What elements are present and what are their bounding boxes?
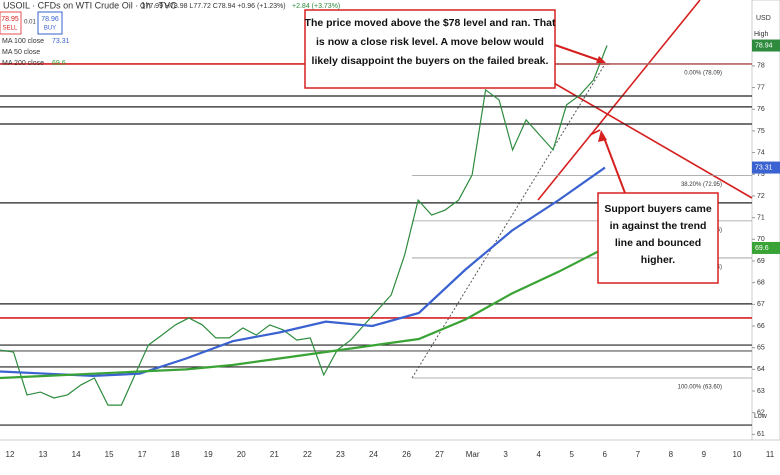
fib-label: 38.20% (72.95): [681, 182, 722, 188]
x-tick-label: 23: [336, 450, 345, 459]
legend-name: MA 200 close: [2, 60, 44, 67]
low-label: Low: [754, 413, 768, 420]
callout-box: [304, 9, 556, 89]
y-tick-label: 72: [757, 193, 765, 200]
y-tick-label: 64: [757, 366, 765, 373]
price-tag: [752, 39, 780, 52]
x-tick-label: 12: [6, 450, 15, 459]
annotation-line: higher.: [641, 254, 676, 266]
x-tick-label: 11: [766, 450, 775, 459]
y-tick-label: 75: [757, 128, 765, 135]
price-axis-panel: [751, 0, 780, 441]
fib-label: 0.00% (78.09): [684, 71, 722, 77]
sell-button[interactable]: [0, 11, 22, 35]
x-tick-label: 10: [733, 450, 742, 459]
sell-price: 78.95: [1, 16, 19, 23]
x-tick-label: 19: [204, 450, 213, 459]
y-tick-label: 69: [757, 258, 765, 265]
x-tick-label: 6: [603, 450, 608, 459]
buy-price: 78.96: [41, 16, 59, 23]
y-tick-label: 74: [757, 149, 765, 156]
y-tick-label: 61: [757, 431, 765, 438]
x-tick-label: 22: [303, 450, 312, 459]
ohlc: O77.99 H78.98 L77.72 C78.94 +0.96 (+1.23…: [140, 3, 286, 10]
axis-tag: [752, 161, 780, 174]
x-tick-label: 27: [435, 450, 444, 459]
high-label: High: [754, 31, 769, 38]
x-tick-label: 17: [138, 450, 147, 459]
legend-value: 69.6: [52, 60, 66, 67]
legend-name: MA 100 close: [2, 38, 44, 45]
series-line: [0, 166, 606, 377]
y-tick-label: 63: [757, 388, 765, 395]
axis-tag-label: 69.6: [755, 245, 769, 252]
callout-1: [304, 9, 606, 89]
callout-2: [597, 130, 719, 284]
arrow-head: [596, 56, 606, 63]
x-tick-label: 13: [39, 450, 48, 459]
x-tick-label: 20: [237, 450, 246, 459]
y-tick-label: 65: [757, 345, 765, 352]
symbol: USOIL · CFDs on WTI Crude Oil · 1h · TVC: [3, 0, 177, 10]
fib-label: 100.00% (63.60): [678, 385, 722, 391]
y-tick-label: 67: [757, 301, 765, 308]
buy-button[interactable]: [37, 11, 63, 35]
buy-label: BUY: [44, 26, 56, 32]
x-tick-label: 4: [536, 450, 541, 459]
legend-name: MA 50 close: [2, 49, 40, 56]
y-tick-label: 66: [757, 323, 765, 330]
currency: USD: [756, 15, 771, 22]
x-tick-label: 3: [503, 450, 508, 459]
y-tick-label: 68: [757, 279, 765, 286]
x-tick-label: 15: [105, 450, 114, 459]
annotation-line: in against the trend: [610, 220, 707, 232]
annotation-line: line and bounced: [615, 237, 701, 249]
y-tick-label: 73: [757, 171, 765, 178]
x-tick-label: Mar: [466, 450, 480, 459]
annotation-line: likely disappoint the buyers on the fail…: [312, 55, 549, 67]
trend-line: [589, 129, 601, 136]
x-tick-label: 7: [636, 450, 641, 459]
series-line: [0, 246, 606, 380]
annotation-line: The price moved above the $78 level and …: [305, 17, 556, 29]
x-tick-label: 21: [270, 450, 279, 459]
annotation-line: is now a close risk level. A move below …: [316, 36, 544, 48]
series-line: [0, 45, 608, 406]
x-tick-label: 26: [402, 450, 411, 459]
spread: 0.01: [24, 20, 36, 26]
y-tick-label: 77: [757, 84, 765, 91]
trend-line: [527, 67, 753, 199]
x-tick-label: 8: [669, 450, 674, 459]
legend-value: 73.31: [52, 38, 70, 45]
y-tick-label: 78: [757, 63, 765, 70]
callout-arrow: [554, 44, 605, 63]
x-tick-label: 9: [702, 450, 707, 459]
x-tick-label: 5: [570, 450, 575, 459]
axis-tag-label: 73.31: [755, 164, 773, 171]
trend-line: [537, 0, 701, 201]
arrow-head: [598, 130, 607, 142]
x-tick-label: 14: [72, 450, 81, 459]
callout-arrow: [602, 134, 626, 194]
y-tick-label: 70: [757, 236, 765, 243]
y-tick-label: 62: [757, 410, 765, 417]
y-tick-label: 76: [757, 106, 765, 113]
sell-label: SELL: [3, 26, 18, 32]
y-tick-label: 71: [757, 214, 765, 221]
change: +2.84 (+3.73%): [292, 3, 340, 10]
annotation-line: Support buyers came: [604, 203, 712, 215]
axis-tag: [752, 241, 780, 254]
callout-box: [597, 192, 719, 284]
x-tick-label: 24: [369, 450, 378, 459]
x-tick-label: 18: [171, 450, 180, 459]
plot: 0.00% (78.09)38.20% (72.95)50.00% (70.85…: [0, 45, 752, 426]
price-tag-label: 78.94: [755, 42, 773, 49]
